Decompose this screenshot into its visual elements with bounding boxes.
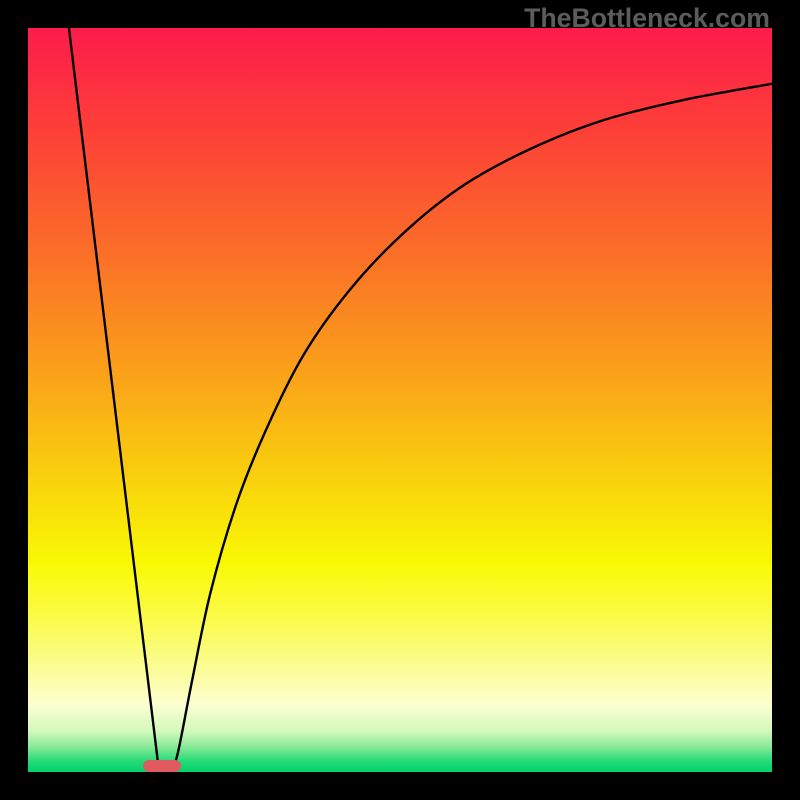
chart-stage: TheBottleneck.com: [0, 0, 800, 800]
optimal-marker: [143, 760, 180, 772]
watermark-text: TheBottleneck.com: [524, 3, 770, 34]
bottleneck-curve: [0, 0, 800, 800]
